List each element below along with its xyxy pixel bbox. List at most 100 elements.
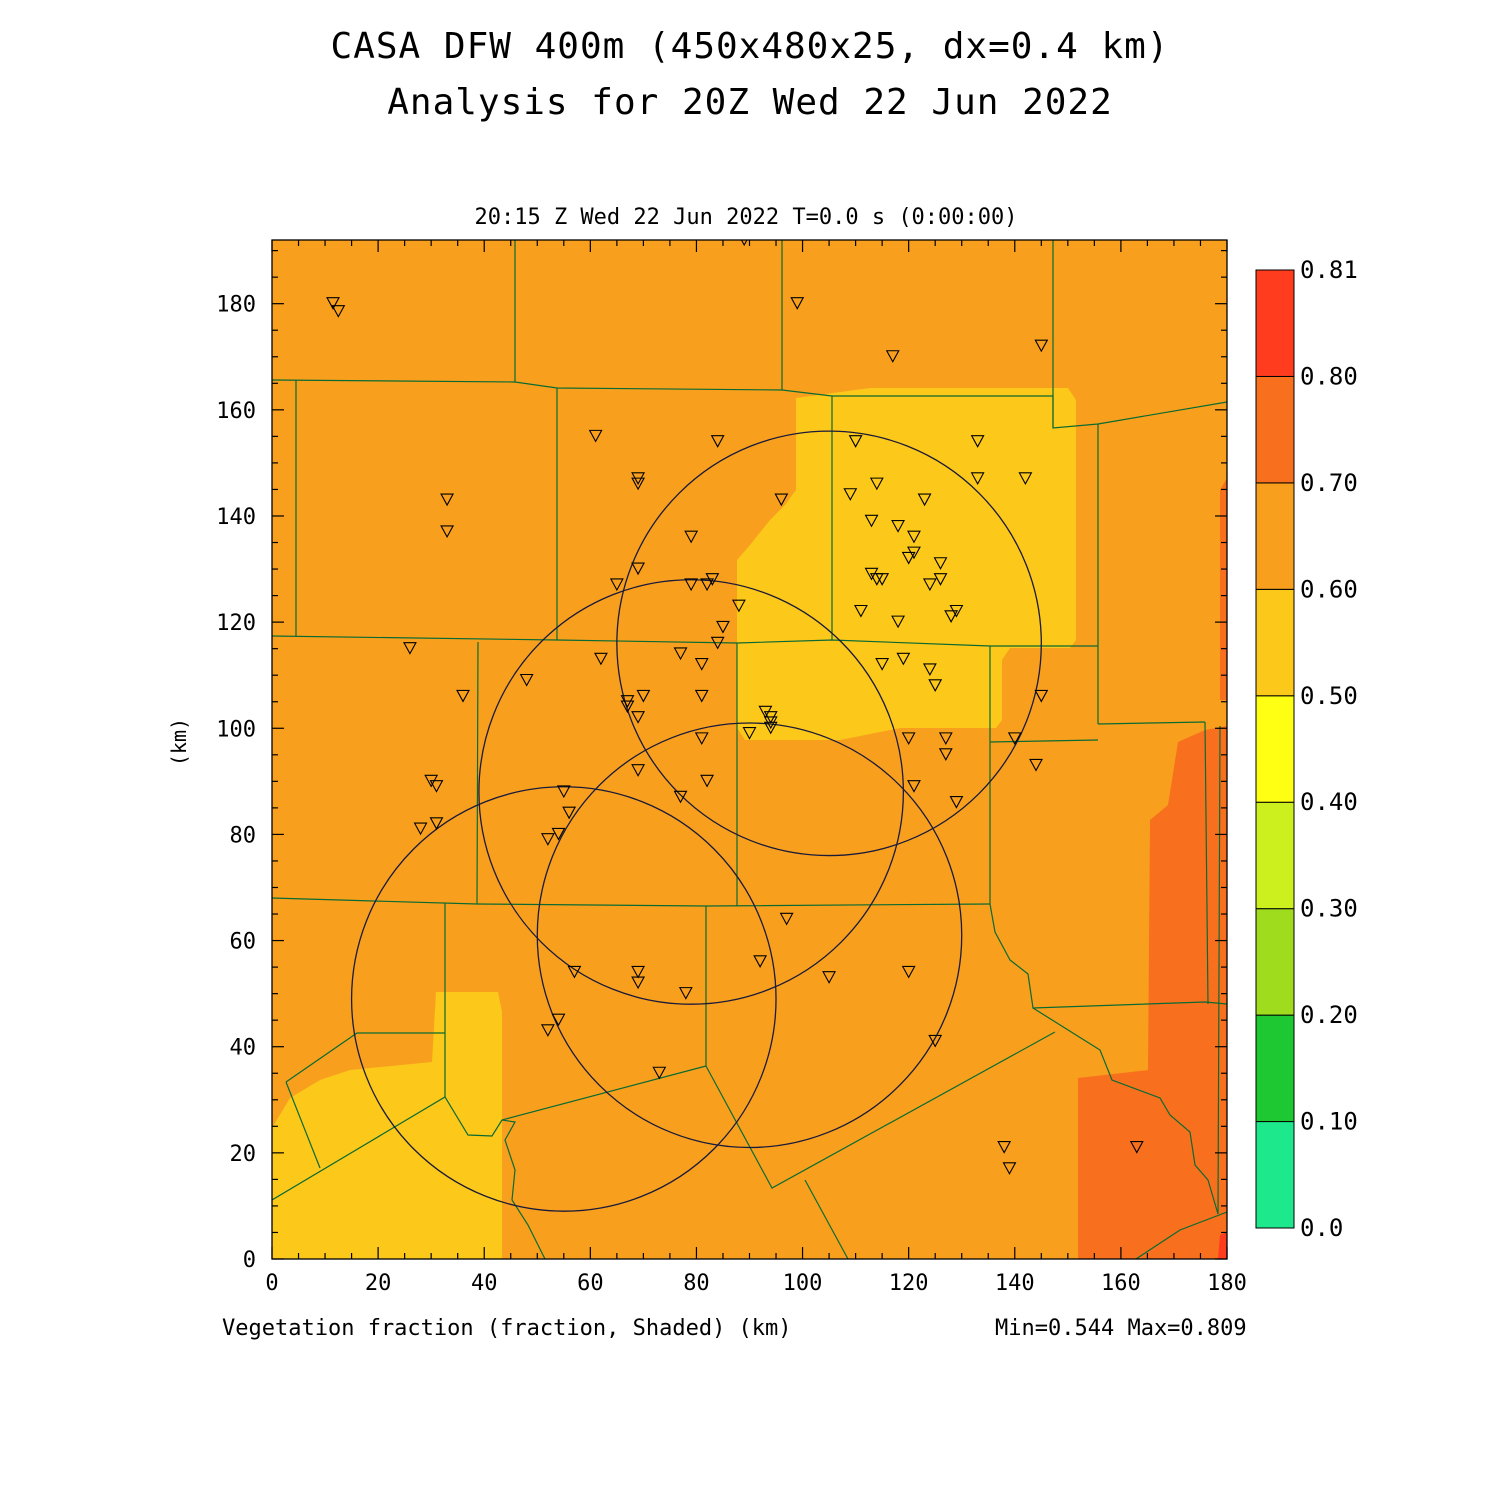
x-tick-label: 80 [683, 1271, 710, 1296]
y-tick-label: 160 [216, 399, 256, 424]
colorbar-swatch [1255, 482, 1295, 590]
station-marker [694, 658, 709, 671]
x-tick-label: 180 [1207, 1271, 1247, 1296]
station-marker [716, 620, 730, 634]
colorbar-label: 0.81 [1300, 256, 1358, 284]
station-marker [1129, 1141, 1144, 1154]
station-marker [705, 573, 720, 586]
station-marker [540, 833, 555, 846]
radar-range-rings [350, 430, 1042, 1212]
field-description-label: Vegetation fraction (fraction, Shaded) (… [222, 1316, 792, 1341]
station-marker [673, 647, 688, 661]
station-marker [331, 305, 346, 318]
station-marker [875, 573, 890, 586]
shaded-field [272, 240, 1227, 1259]
station-marker [594, 652, 608, 666]
colorbar-label: 0.50 [1300, 682, 1358, 710]
field-low-region-north [737, 388, 1076, 740]
station-marker [440, 525, 455, 539]
station-marker [1018, 472, 1033, 485]
y-tick-label: 100 [216, 717, 256, 742]
station-marker [551, 1013, 566, 1027]
x-tick-label: 140 [995, 1271, 1035, 1296]
station-marker [540, 1024, 555, 1037]
station-marker [1034, 689, 1049, 703]
station-marker [864, 514, 879, 528]
x-tick-label: 100 [783, 1271, 823, 1296]
y-tick-label: 0 [243, 1248, 256, 1273]
colorbar-label: 0.30 [1300, 895, 1358, 923]
y-tick-label: 20 [230, 1142, 257, 1167]
station-marker [774, 493, 789, 507]
x-tick-label: 20 [365, 1271, 392, 1296]
station-marker [631, 976, 646, 990]
station-marker [620, 700, 635, 714]
x-tick-label: 40 [471, 1271, 498, 1296]
station-marker [997, 1141, 1012, 1154]
station-marker [403, 642, 417, 655]
axis-tick-labels: 0 20 40 60 80 100 120 140 160 180 0 20 40 60 80 100 120 1… [216, 293, 1247, 1296]
colorbar-swatch [1255, 1121, 1295, 1229]
station-marker [636, 689, 651, 703]
station-marker [700, 578, 714, 592]
station-marker [763, 721, 778, 735]
colorbar-label: 0.70 [1300, 469, 1358, 497]
y-axis-label: (km) [167, 717, 192, 767]
radar-range-ring [536, 722, 963, 1149]
y-tick-label: 80 [230, 823, 257, 848]
station-marker [631, 477, 646, 491]
station-marker [429, 817, 444, 830]
station-marker [891, 615, 905, 629]
station-marker [413, 822, 428, 836]
station-marker [928, 679, 943, 692]
colorbar: 0.0 0.10 0.20 0.30 0.40 0.50 0.60 0.70 0.80 0.81 [1255, 256, 1358, 1242]
station-marker [907, 546, 921, 560]
station-marker [790, 297, 805, 310]
station-marker [551, 827, 566, 841]
station-marker [631, 764, 646, 777]
station-marker [731, 599, 746, 613]
station-marker [684, 530, 699, 544]
station-marker [1034, 339, 1049, 353]
station-marker [609, 578, 624, 592]
x-tick-label: 0 [265, 1271, 278, 1296]
station-marker [456, 689, 470, 703]
colorbar-label: 0.60 [1300, 575, 1358, 603]
plot-title-line1: CASA DFW 400m (450x480x25, dx=0.4 km) [330, 26, 1170, 67]
station-marker [710, 636, 725, 650]
station-marker [694, 732, 709, 746]
station-marker [673, 790, 688, 804]
station-marker [652, 1066, 667, 1080]
station-marker [928, 1034, 943, 1048]
station-marker [901, 965, 916, 979]
station-marker [970, 435, 985, 448]
station-marker [922, 663, 937, 677]
county-boundaries [272, 240, 1227, 1259]
x-tick-label: 120 [889, 1271, 929, 1296]
station-marker [588, 429, 603, 443]
colorbar-swatch [1255, 801, 1295, 910]
field-red-corner [1218, 1232, 1227, 1259]
station-marker [875, 658, 890, 671]
radar-range-ring [350, 786, 777, 1212]
station-marker [869, 477, 884, 491]
station-marker [440, 493, 455, 507]
colorbar-swatch [1255, 1014, 1295, 1123]
station-marker [631, 711, 646, 724]
station-marker [896, 652, 911, 666]
station-marker [326, 297, 340, 310]
station-marker [710, 435, 725, 448]
station-marker [753, 955, 768, 968]
station-marker [853, 604, 868, 618]
colorbar-swatch [1255, 588, 1295, 697]
station-marker [901, 551, 916, 565]
station-marker [631, 562, 646, 576]
colorbar-swatch [1255, 269, 1295, 377]
y-tick-label: 180 [216, 293, 256, 318]
y-tick-label: 120 [216, 611, 256, 636]
colorbar-label: 0.40 [1300, 788, 1358, 816]
station-marker [1007, 732, 1022, 746]
station-marker [938, 748, 953, 761]
colorbar-swatch [1255, 695, 1295, 803]
colorbar-label: 0.20 [1300, 1001, 1358, 1029]
